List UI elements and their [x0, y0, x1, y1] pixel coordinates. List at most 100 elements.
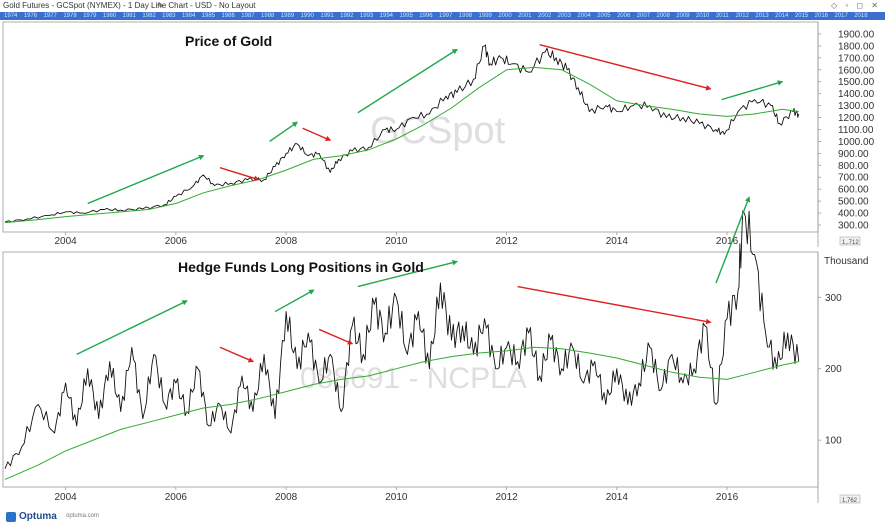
- year-strip-label[interactable]: 2016: [814, 13, 829, 19]
- trend-arrow-down: [318, 328, 354, 345]
- year-strip-label[interactable]: 1992: [340, 13, 354, 19]
- y-tick-label: 1600.00: [838, 65, 875, 76]
- y-tick-label: 400.00: [838, 209, 869, 220]
- year-strip-label[interactable]: 1998: [458, 13, 473, 19]
- window-title: Gold Futures - GCSpot (NYMEX) - 1 Day Li…: [3, 1, 256, 10]
- series-line-moving-average: [4, 346, 799, 480]
- year-strip-label[interactable]: 1983: [162, 13, 176, 19]
- y-tick-label: 1100.00: [838, 125, 874, 136]
- website-label: optuma.com: [66, 513, 100, 519]
- year-strip-label[interactable]: 1977: [43, 13, 57, 19]
- y-tick-label: 600.00: [838, 185, 869, 196]
- x-tick-label: 2016: [716, 492, 739, 503]
- x-tick-label: 2012: [495, 236, 518, 247]
- year-strip-label[interactable]: 1986: [221, 13, 235, 19]
- y-tick-label: 900.00: [838, 149, 869, 160]
- y-tick-label: 1800.00: [838, 41, 875, 52]
- year-strip-label[interactable]: 1989: [280, 13, 295, 19]
- footer: Optuma optuma.com: [0, 508, 885, 526]
- x-tick-label: 2006: [165, 236, 188, 247]
- year-strip-label[interactable]: 2001: [518, 13, 532, 19]
- year-strip-label[interactable]: 2000: [498, 13, 512, 19]
- year-strip-label[interactable]: 2007: [636, 13, 651, 19]
- year-strip-label[interactable]: 1995: [399, 13, 413, 19]
- year-strip-label[interactable]: 1996: [419, 13, 433, 19]
- year-strip-label[interactable]: 2011: [715, 13, 729, 19]
- y-unit-label: Thousand: [824, 256, 868, 267]
- x-tick-label: 2008: [275, 492, 298, 503]
- x-tick-label: 2004: [55, 236, 78, 247]
- y-tick-label: 1900.00: [838, 29, 875, 40]
- y-tick-label: 300.00: [838, 221, 869, 232]
- year-strip-label[interactable]: 1984: [181, 13, 196, 19]
- year-strip-label[interactable]: 2004: [577, 13, 591, 19]
- plot-area-1: [2, 21, 819, 233]
- y-tick-label: 1200.00: [838, 113, 875, 124]
- year-strip-label[interactable]: 1981: [122, 13, 136, 19]
- trend-arrow-up: [721, 80, 784, 101]
- year-strip-label[interactable]: 2014: [775, 13, 789, 19]
- trend-arrow-up: [357, 259, 459, 288]
- window-titlebar: Gold Futures - GCSpot (NYMEX) - 1 Day Li…: [0, 0, 885, 12]
- year-strip-label[interactable]: 2008: [656, 13, 670, 19]
- y-tick-label: 300: [825, 293, 842, 304]
- x-tick-label: 2016: [716, 236, 739, 247]
- year-strip-label[interactable]: 1980: [102, 13, 117, 19]
- optuma-logo: Optuma: [6, 511, 57, 522]
- x-tick-label: 2010: [385, 492, 408, 503]
- year-strip-label[interactable]: 1990: [300, 13, 314, 19]
- trend-arrow-down: [517, 285, 712, 325]
- year-strip-label[interactable]: 2010: [696, 13, 710, 19]
- year-strip-label[interactable]: 2013: [755, 13, 769, 19]
- year-strip-label[interactable]: 1999: [478, 13, 492, 19]
- window-controls[interactable]: ◇ ▫ ◻ ✕: [831, 1, 881, 10]
- trend-arrow-down: [219, 346, 255, 363]
- optuma-logo-icon: [6, 511, 16, 522]
- year-strip-label[interactable]: 2017: [834, 13, 848, 19]
- year-strip-label[interactable]: 1974: [4, 13, 18, 19]
- chart-title: Hedge Funds Long Positions in Gold: [178, 259, 424, 275]
- year-strip-label[interactable]: 1976: [23, 13, 38, 19]
- year-strip-label[interactable]: 1985: [201, 13, 216, 19]
- year-strip-label[interactable]: 1982: [142, 13, 156, 19]
- year-strip-label[interactable]: 2012: [735, 13, 749, 19]
- x-tick-label: 2012: [495, 492, 518, 503]
- trend-arrow-down: [219, 167, 260, 181]
- year-strip-label[interactable]: 2018: [854, 13, 868, 19]
- year-strip-label[interactable]: 1988: [261, 13, 275, 19]
- year-strip-label[interactable]: 2006: [616, 13, 631, 19]
- year-strip-label[interactable]: 1997: [439, 13, 453, 19]
- trend-arrow-down: [539, 44, 712, 91]
- x-tick-label: 2006: [165, 492, 188, 503]
- year-strip-label[interactable]: 2003: [557, 13, 571, 19]
- year-strip-label[interactable]: 2009: [676, 13, 690, 19]
- edit-title-icon[interactable]: ✎: [157, 1, 164, 10]
- year-strip-label[interactable]: 1994: [379, 13, 394, 19]
- year-strip-label[interactable]: 1993: [359, 13, 374, 19]
- year-strip-label[interactable]: 1991: [320, 13, 334, 19]
- year-strip-label[interactable]: 2002: [537, 13, 552, 19]
- year-strip-label[interactable]: 1987: [241, 13, 255, 19]
- year-strip-label[interactable]: 1978: [63, 13, 77, 19]
- x-tick-label: 2010: [385, 236, 408, 247]
- y-tick-label: 1500.00: [838, 77, 875, 88]
- y-tick-label: 1300.00: [838, 101, 875, 112]
- last-value-label: 1,762: [842, 498, 858, 504]
- trend-arrow-up: [357, 48, 458, 114]
- year-strip-label[interactable]: 2005: [597, 13, 611, 19]
- year-navigator-strip[interactable]: 1974 1976 1977 1978 1979 1980 1981 1982 1983 1984…: [0, 12, 885, 20]
- series-line-moving-average: [4, 66, 799, 224]
- trend-arrow-up: [269, 121, 299, 142]
- y-tick-label: 700.00: [838, 173, 869, 184]
- year-strip-label[interactable]: 2015: [794, 13, 809, 19]
- year-strip-label[interactable]: 1979: [83, 13, 97, 19]
- y-tick-label: 1700.00: [838, 53, 875, 64]
- x-tick-label: 2014: [606, 492, 629, 503]
- series-line-price: [4, 210, 800, 469]
- y-tick-label: 100: [825, 436, 842, 447]
- x-tick-label: 2014: [606, 236, 629, 247]
- chart-watermark: 088691 - NCPLA: [300, 362, 527, 395]
- y-tick-label: 1000.00: [838, 137, 875, 148]
- trend-arrow-up: [274, 289, 315, 313]
- trend-arrow-down: [302, 127, 332, 142]
